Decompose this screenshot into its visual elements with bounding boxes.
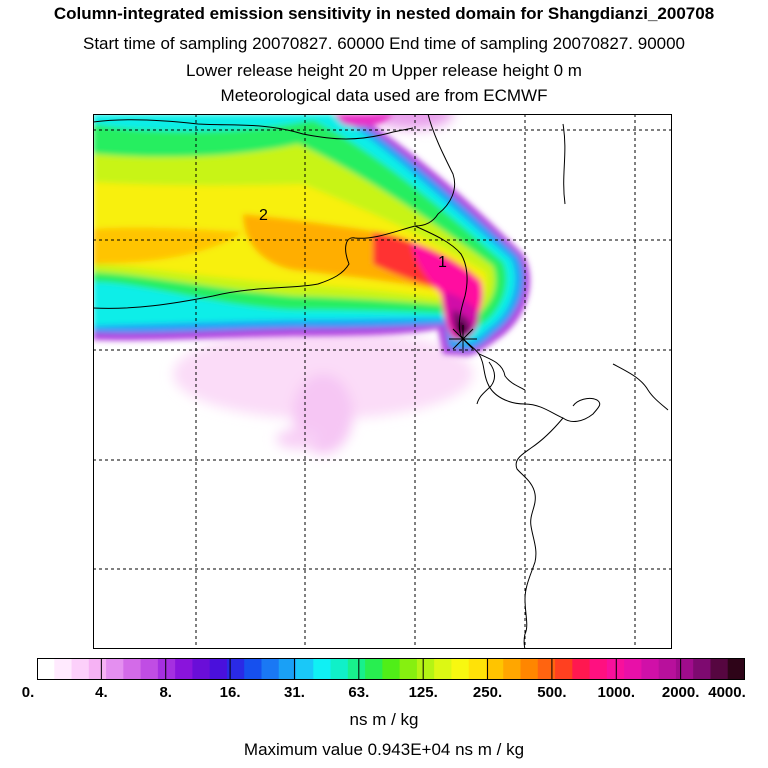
colorbar-swatch — [157, 658, 176, 680]
colorbar-swatch — [244, 658, 263, 680]
colorbar-tick-label: 500. — [537, 684, 567, 701]
map-label-1: 1 — [438, 254, 447, 271]
colorbar-tick-label: 8. — [159, 684, 172, 701]
colorbar-swatch — [624, 658, 642, 680]
colorbar-swatch — [175, 658, 194, 680]
colorbar-swatch — [572, 658, 591, 680]
plume-haze — [173, 114, 473, 454]
colorbar-swatch — [37, 658, 55, 680]
colorbar-swatch — [278, 658, 297, 680]
colorbar-swatch — [675, 658, 694, 680]
colorbar-swatch — [641, 658, 660, 680]
colorbar-swatch — [382, 658, 401, 680]
colorbar-ticks: 0. 4. 8. 16. 31. 63. 125. 250. 500. 1000. 2000. 400… — [0, 684, 768, 704]
colorbar-swatch — [537, 658, 556, 680]
colorbar-swatch — [296, 658, 314, 680]
colorbar-swatch — [54, 658, 73, 680]
colorbar-swatch — [451, 658, 470, 680]
colorbar-tick-label: 2000. — [661, 684, 700, 701]
colorbar-tick-label: 31. — [284, 684, 305, 701]
colorbar-swatch — [330, 658, 349, 680]
colorbar-swatch — [106, 658, 124, 680]
colorbar-tick-label: 16. — [219, 684, 241, 701]
sensitivity-field — [93, 114, 672, 649]
colorbar-tick-label: 63. — [348, 684, 370, 701]
plot-title: Column-integrated emission sensitivity i… — [53, 4, 715, 23]
release-height-line: Lower release height 20 m Upper release … — [186, 61, 582, 80]
colorbar-swatch — [313, 658, 332, 680]
colorbar-swatch — [209, 658, 228, 680]
colorbar-swatch — [727, 658, 745, 680]
meteo-source-line: Meteorological data used are from ECMWF — [220, 86, 548, 105]
colorbar-swatch — [416, 658, 435, 680]
colorbar-tick-label: 0. — [21, 684, 35, 701]
coastlines — [93, 114, 669, 649]
max-value-label: Maximum value 0.943E+04 ns m / kg — [243, 740, 525, 759]
colorbar-tick-label: 4. — [95, 684, 108, 701]
colorbar-tick-label: 4000. — [708, 684, 746, 701]
receptor-marker — [449, 325, 477, 353]
colorbar-swatch — [658, 658, 677, 680]
colorbar-tick-label: 250. — [472, 684, 503, 701]
colorbar-swatch — [434, 658, 453, 680]
colorbar-swatch — [347, 658, 366, 680]
colorbar-border — [37, 658, 745, 680]
colorbar-swatch — [88, 658, 107, 680]
colorbar-tick-label: 125. — [408, 684, 438, 701]
plume-field — [93, 114, 530, 356]
colorbar-swatch — [140, 658, 159, 680]
colorbar-swatch — [468, 658, 487, 680]
sampling-time-line: Start time of sampling 20070827. 60000 E… — [82, 34, 686, 53]
colorbar-swatch — [555, 658, 573, 680]
colorbar-swatch — [192, 658, 211, 680]
colorbar-swatch — [503, 658, 522, 680]
map-plot-area: 1 2 — [93, 114, 672, 649]
colorbar-swatch — [365, 658, 383, 680]
colorbar-swatch — [123, 658, 142, 680]
colorbar-swatch — [226, 658, 245, 680]
colorbar-swatch — [589, 658, 608, 680]
colorbar-swatch — [71, 658, 90, 680]
lat-lon-grid — [93, 114, 672, 649]
colorbar-tick-label: 1000. — [597, 684, 636, 701]
colorbar-swatch — [485, 658, 504, 680]
colorbar-swatch — [520, 658, 539, 680]
map-label-2: 2 — [259, 207, 268, 224]
colorbar-units: ns m / kg — [349, 710, 419, 729]
colorbar-swatch — [261, 658, 280, 680]
colorbar-swatch — [399, 658, 418, 680]
colorbar — [37, 658, 745, 680]
colorbar-swatch — [710, 658, 729, 680]
colorbar-swatch — [693, 658, 712, 680]
